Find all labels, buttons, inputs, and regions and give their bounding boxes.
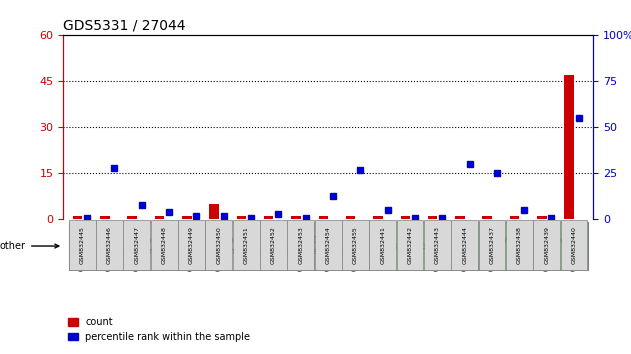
FancyBboxPatch shape [314,222,369,270]
Bar [483,216,492,219]
Text: GSM832447: GSM832447 [134,226,139,264]
Text: GSM832439: GSM832439 [544,226,549,264]
Bar [510,216,519,219]
FancyBboxPatch shape [424,220,451,270]
FancyBboxPatch shape [506,220,533,270]
Text: GSM832441: GSM832441 [380,226,386,264]
Bar [537,216,546,219]
Text: Santa Olalla lagoon
(unpolluted): Santa Olalla lagoon (unpolluted) [495,236,570,256]
Text: GSM832444: GSM832444 [463,226,467,264]
FancyBboxPatch shape [560,220,587,270]
Text: GSM832445: GSM832445 [80,226,85,264]
Bar [127,216,137,219]
Text: phosphogypsum stacks: phosphogypsum stacks [379,241,469,251]
Text: other: other [0,241,59,251]
FancyBboxPatch shape [178,220,205,270]
Text: GSM832452: GSM832452 [271,226,276,264]
Text: GSM832437: GSM832437 [490,226,495,264]
FancyBboxPatch shape [369,220,396,270]
Bar [100,216,110,219]
Bar [455,216,464,219]
FancyBboxPatch shape [478,222,587,270]
Bar [292,216,301,219]
FancyBboxPatch shape [369,222,478,270]
FancyBboxPatch shape [397,220,423,270]
Text: GSM832454: GSM832454 [326,226,331,264]
Text: GSM832450: GSM832450 [216,226,221,264]
Bar [264,216,273,219]
FancyBboxPatch shape [205,222,314,270]
Bar [401,216,410,219]
FancyBboxPatch shape [69,222,205,270]
FancyBboxPatch shape [451,220,478,270]
FancyBboxPatch shape [260,220,287,270]
Text: GSM832453: GSM832453 [298,226,304,264]
Text: GSM832438: GSM832438 [517,226,522,264]
FancyBboxPatch shape [315,220,341,270]
FancyBboxPatch shape [233,220,259,270]
Bar [73,216,82,219]
Text: GSM832448: GSM832448 [162,226,167,264]
Text: Domingo Rubio stream
medium course: Domingo Rubio stream medium course [216,236,304,256]
FancyBboxPatch shape [342,220,369,270]
Text: GSM832449: GSM832449 [189,226,194,264]
Text: GSM832443: GSM832443 [435,226,440,264]
Bar [565,75,574,219]
Bar [209,204,219,219]
Text: Domingo Rubio
stream upper course: Domingo Rubio stream upper course [302,236,382,256]
FancyBboxPatch shape [96,220,123,270]
Bar [428,216,437,219]
Bar [182,216,192,219]
FancyBboxPatch shape [206,220,232,270]
FancyBboxPatch shape [151,220,177,270]
FancyBboxPatch shape [124,220,150,270]
Text: GSM832440: GSM832440 [572,226,577,264]
Bar [237,216,246,219]
FancyBboxPatch shape [287,220,314,270]
Text: GSM832446: GSM832446 [107,226,112,264]
FancyBboxPatch shape [533,220,560,270]
Text: GSM832455: GSM832455 [353,226,358,264]
Bar [373,216,383,219]
Bar [155,216,164,219]
FancyBboxPatch shape [479,220,505,270]
FancyBboxPatch shape [69,220,96,270]
Bar [319,216,328,219]
Text: Domingo Rubio stream
lower course: Domingo Rubio stream lower course [93,236,181,256]
Bar [346,216,355,219]
Legend: count, percentile rank within the sample: count, percentile rank within the sample [68,317,251,342]
Text: GSM832451: GSM832451 [244,226,249,264]
Text: GSM832442: GSM832442 [408,226,413,264]
Text: GDS5331 / 27044: GDS5331 / 27044 [63,19,186,33]
